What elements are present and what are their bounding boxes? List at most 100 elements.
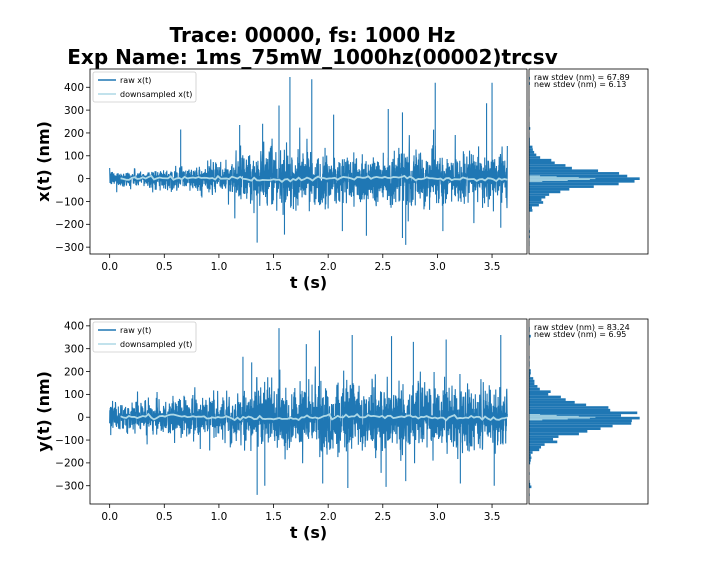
histogram-bar-downsampled [529, 415, 579, 417]
histogram-bar-raw [529, 166, 572, 170]
histogram-bar-raw [529, 427, 601, 430]
histogram-bar-raw [529, 369, 531, 372]
histogram-bar-raw [529, 390, 551, 393]
legend-box [92, 321, 197, 353]
histogram-bar-raw [529, 437, 554, 441]
x-tick-label: 0.5 [156, 511, 173, 523]
x-axis-label: t (s) [290, 273, 327, 292]
y-tick-label: −100 [55, 435, 84, 447]
legend: raw y(t) downsampled y(t) [92, 321, 197, 353]
x-tick-label: 3.0 [429, 261, 446, 273]
histogram-bar-raw [529, 398, 566, 401]
histogram-bar-raw [529, 150, 535, 154]
histogram-bar-raw [529, 403, 587, 407]
histogram-bar-raw [529, 419, 632, 423]
legend-label-downsampled: downsampled y(t) [120, 340, 192, 349]
histogram-bar-downsampled [529, 180, 568, 181]
x-tick-label: 2.0 [320, 261, 337, 273]
histogram-bar-raw [529, 140, 530, 143]
legend: raw x(t) downsampled x(t) [92, 71, 197, 103]
chart-panel-2: 0.0 0.5 1.0 1.5 2.0 2.5 3.0 3.5 −300 −200 −100 0 100… [34, 318, 649, 542]
histogram-bar-raw [529, 432, 579, 436]
histogram-bar-raw [529, 169, 599, 173]
histogram-bar-raw [529, 424, 613, 428]
downsampled-trace-line [120, 174, 508, 183]
histogram-bar-raw [529, 371, 531, 375]
downsampled-trace-line [120, 412, 508, 422]
histogram-bar-raw [529, 235, 530, 239]
histogram-bar-raw [529, 456, 532, 460]
histogram-bar-raw [529, 395, 561, 399]
y-axis-label: x(t) (nm) [34, 121, 53, 202]
x-axis-label: t (s) [290, 523, 327, 542]
figure-title-line2: Exp Name: 1ms_75mW_1000hz(00002)trcsv [67, 45, 558, 69]
histogram-new-stdev-label: new stdev (nm) = 6.95 [534, 330, 626, 339]
histogram-frame [528, 318, 649, 505]
histogram-bar-raw [529, 400, 575, 404]
histogram-bar-raw [529, 148, 533, 151]
histogram-bar-raw [529, 193, 550, 196]
histogram-bar-raw [529, 393, 549, 396]
x-tick-label: 3.0 [429, 511, 446, 523]
histogram-bar-downsampled [529, 417, 590, 419]
histogram-raw-stdev-label: raw stdev (nm) = 83.24 [534, 323, 630, 332]
histogram-bar-downsampled [529, 414, 557, 416]
histogram-bar-raw [529, 461, 531, 465]
histogram-bar-raw [529, 195, 546, 199]
y-tick-label: 100 [64, 151, 84, 163]
x-tick-label: 1.5 [265, 261, 282, 273]
x-tick-label: 2.5 [374, 511, 391, 523]
histogram-bar-downsampled [529, 176, 557, 178]
histogram-bar-raw [529, 406, 609, 409]
legend-label-raw: raw x(t) [120, 76, 151, 85]
x-tick-label: 0.5 [156, 261, 173, 273]
histogram-bar-raw [529, 445, 542, 449]
histogram-bar-raw [529, 201, 544, 204]
histogram-bar-raw [529, 203, 539, 207]
histogram-bar-raw [529, 422, 632, 425]
y-tick-label: 300 [64, 343, 84, 355]
histogram-bar-raw [529, 172, 620, 175]
histogram-bar-raw [529, 174, 628, 178]
x-tick-label: 3.5 [484, 511, 501, 523]
x-tick-label: 1.0 [211, 261, 228, 273]
histogram-bar-raw [529, 482, 531, 486]
histogram-bar-raw [529, 377, 534, 380]
x-tick-label: 1.0 [211, 511, 228, 523]
y-tick-label: 0 [77, 173, 84, 185]
plot-frame [89, 68, 528, 255]
histogram-bar-raw [529, 190, 561, 194]
histogram-bar-raw [529, 127, 531, 130]
histogram-bar-downsampled [529, 414, 541, 415]
histogram-bar-downsampled [529, 177, 579, 179]
histogram-bar-raw [529, 374, 531, 378]
histogram-bar-raw [529, 435, 559, 438]
histogram-bar-downsampled [529, 175, 541, 177]
histogram-bar-raw [529, 187, 570, 191]
histogram-bar-downsampled [529, 418, 568, 420]
histogram-bar-raw [529, 485, 532, 489]
y-tick-label: −200 [55, 219, 84, 231]
histogram-bar-raw [529, 209, 533, 212]
histogram-bar-raw [529, 156, 541, 159]
x-tick-label: 2.5 [374, 261, 391, 273]
histogram-bar-downsampled [529, 416, 596, 418]
y-tick-label: 400 [64, 321, 84, 333]
histogram-bar-raw [529, 161, 555, 165]
y-tick-label: −200 [55, 458, 84, 470]
histogram-bar-raw [529, 459, 531, 462]
histogram-bar-raw [529, 408, 611, 412]
y-tick-label: 300 [64, 105, 84, 117]
y-tick-label: 0 [77, 412, 84, 424]
histogram-bar-raw [529, 387, 540, 391]
x-tick-label: 0.0 [101, 261, 118, 273]
histogram-bar-raw [529, 448, 540, 452]
x-tick-label: 1.5 [265, 511, 282, 523]
y-tick-label: −100 [55, 196, 84, 208]
y-tick-label: 200 [64, 128, 84, 140]
histogram-bar-downsampled [529, 180, 543, 182]
y-tick-label: 400 [64, 82, 84, 94]
